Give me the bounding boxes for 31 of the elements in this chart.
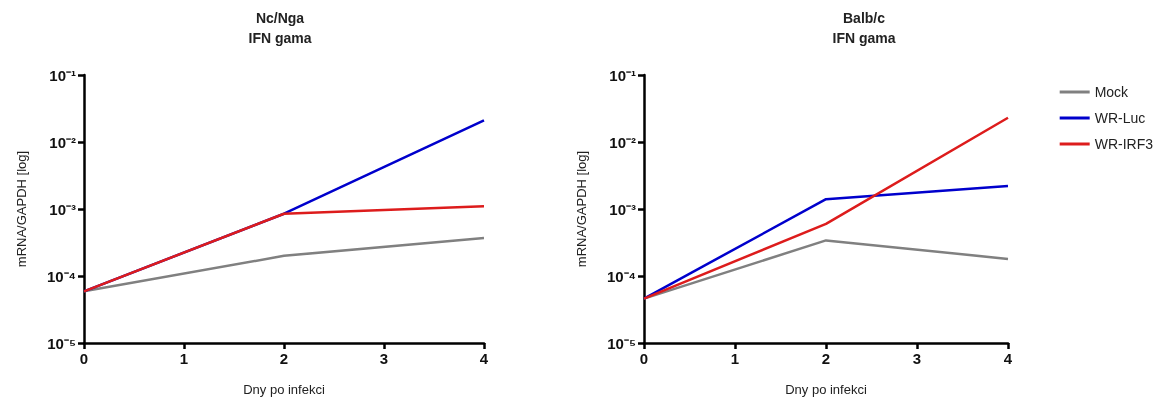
chart-title: Balb/c xyxy=(842,10,886,26)
y-tick-label: 10⁻² xyxy=(49,133,76,151)
chart-title: Nc/Nga xyxy=(255,10,305,26)
y-tick-label: 10⁻¹ xyxy=(609,66,636,84)
x-tick-label: 1 xyxy=(179,350,189,367)
y-tick-label: 10⁻³ xyxy=(49,200,76,218)
y-axis-title: mRNA/GAPDH [log] xyxy=(574,150,589,268)
x-tick-label: 1 xyxy=(730,350,740,367)
x-axis-title: Dny po infekci xyxy=(243,382,325,397)
x-tick-label: 4 xyxy=(479,350,489,367)
y-tick-label: 10⁻¹ xyxy=(49,66,76,84)
y-tick-label: 10⁻³ xyxy=(609,200,636,218)
x-tick-label: 3 xyxy=(379,350,389,367)
x-tick-label: 2 xyxy=(821,350,831,367)
y-axis-title: mRNA/GAPDH [log] xyxy=(14,150,29,268)
legend-label: WR-IRF3 xyxy=(1094,136,1154,152)
legend-label: Mock xyxy=(1094,84,1130,100)
x-tick-label: 4 xyxy=(1003,350,1013,367)
x-tick-label: 0 xyxy=(79,350,89,367)
y-tick-label: 10⁻⁵ xyxy=(47,334,76,352)
y-tick-label: 10⁻² xyxy=(609,133,636,151)
y-tick-label: 10⁻⁴ xyxy=(606,267,636,285)
legend-label: WR-Luc xyxy=(1094,110,1146,126)
x-axis-title: Dny po infekci xyxy=(785,382,867,397)
x-tick-label: 3 xyxy=(912,350,922,367)
y-tick-label: 10⁻⁴ xyxy=(46,267,76,285)
y-tick-label: 10⁻⁵ xyxy=(607,334,636,352)
x-tick-label: 0 xyxy=(639,350,649,367)
chart-subtitle: IFN gama xyxy=(832,30,896,46)
chart-subtitle: IFN gama xyxy=(248,30,312,46)
x-tick-label: 2 xyxy=(279,350,289,367)
